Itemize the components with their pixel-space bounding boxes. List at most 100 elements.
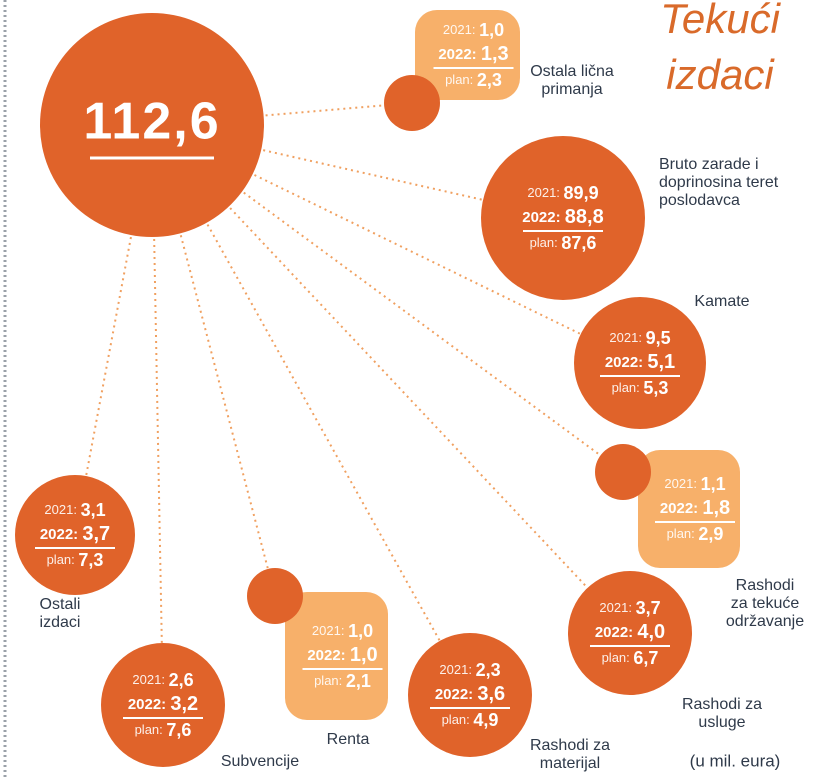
node-label: Bruto zarade i (659, 156, 759, 173)
row-label: 2021: (599, 600, 635, 615)
row-value: 1,0 (350, 644, 378, 666)
row: 2021: 1,1 (664, 474, 725, 494)
row-value: 3,7 (82, 523, 110, 545)
node: 2021: 2,6 2022: 3,2 plan: 7,6 Subvencije (101, 643, 299, 770)
node: 2021: 89,9 2022: 88,8 plan: 87,6 Bruto zara… (481, 136, 779, 300)
row: 2022: 88,8 (522, 206, 603, 228)
node-label: Rashodi (736, 577, 795, 594)
row: 2022: 1,8 (660, 497, 730, 519)
row-label: 2022: (660, 500, 703, 517)
row-label: 2021: (312, 623, 348, 638)
row-value: 3,6 (477, 683, 505, 705)
node-label: Rashodi za (682, 696, 762, 713)
link (151, 124, 631, 634)
row-label: 2021: (664, 476, 700, 491)
row-label: plan: (135, 722, 167, 737)
row-value: 2,1 (346, 671, 371, 691)
node-circle (408, 633, 532, 757)
node-dot (384, 75, 440, 131)
node-label: materijal (540, 755, 600, 772)
title-line: Tekući (660, 0, 782, 42)
row-label: plan: (314, 673, 346, 688)
node-box (638, 450, 740, 568)
node-dot (247, 568, 303, 624)
node-label: izdaci (40, 614, 81, 631)
row: 2022: 4,0 (595, 621, 665, 643)
node-dot (595, 444, 651, 500)
row: plan: 7,3 (47, 550, 104, 570)
row-label: plan: (530, 235, 562, 250)
row: plan: 5,3 (612, 378, 669, 398)
node-circle (574, 297, 706, 429)
node-box (285, 592, 388, 720)
row-label: 2022: (307, 647, 350, 664)
row-value: 3,2 (170, 693, 198, 715)
row-label: plan: (445, 72, 477, 87)
row-label: plan: (667, 526, 699, 541)
row-value: 3,1 (81, 500, 106, 520)
node: 2021: 3,7 2022: 4,0 plan: 6,7 Rashodi zausl… (568, 571, 762, 731)
row: 2022: 5,1 (605, 351, 675, 373)
row: 2022: 3,6 (435, 683, 505, 705)
row-value: 1,0 (348, 621, 373, 641)
row: 2021: 3,7 (599, 598, 660, 618)
row-label: 2021: (44, 502, 80, 517)
row-value: 2,9 (698, 524, 723, 544)
row: plan: 87,6 (530, 233, 597, 253)
node-circle (15, 475, 135, 595)
row-label: plan: (442, 712, 474, 727)
row-value: 7,3 (78, 550, 103, 570)
node-label: Subvencije (221, 753, 299, 770)
row: plan: 7,6 (135, 720, 192, 740)
row-label: 2022: (522, 209, 565, 226)
row-value: 89,9 (564, 183, 599, 203)
row-label: 2021: (443, 22, 479, 37)
row: 2021: 1,0 (443, 20, 504, 40)
node-label: usluge (698, 714, 745, 731)
row: 2021: 1,0 (312, 621, 373, 641)
row-label: 2021: (132, 672, 168, 687)
node-circle (101, 643, 225, 767)
row: 2021: 9,5 (609, 328, 670, 348)
row-label: 2022: (40, 526, 83, 543)
row-label: plan: (47, 552, 79, 567)
node-box (415, 10, 520, 100)
node-label: za tekuće (731, 595, 800, 612)
row-value: 7,6 (166, 720, 191, 740)
row-value: 1,1 (701, 474, 726, 494)
row-value: 4,0 (637, 621, 665, 643)
row-value: 2,6 (169, 670, 194, 690)
title-line: izdaci (666, 51, 775, 98)
row-value: 4,9 (473, 710, 498, 730)
row-label: 2021: (527, 185, 563, 200)
row: plan: 2,1 (314, 671, 371, 691)
node-label: Kamate (694, 293, 749, 310)
row-label: plan: (602, 650, 634, 665)
row-value: 6,7 (633, 648, 658, 668)
node-label: Rashodi za (530, 737, 610, 754)
total-value: 112,6 (83, 93, 220, 151)
row: 2021: 3,1 (44, 500, 105, 520)
row: 2022: 1,3 (438, 43, 508, 65)
row: 2021: 89,9 (527, 183, 598, 203)
node-label: primanja (541, 81, 602, 98)
unit-note: (u mil. eura) (690, 751, 781, 770)
row: plan: 2,3 (445, 70, 502, 90)
row-value: 2,3 (476, 660, 501, 680)
node-label: doprinosina teret (659, 174, 779, 191)
node-label: održavanje (726, 613, 804, 630)
row-value: 1,8 (702, 497, 730, 519)
total-circle (40, 13, 264, 237)
node-label: Renta (327, 731, 370, 748)
row-label: 2021: (439, 662, 475, 677)
link (151, 124, 564, 219)
row-label: 2022: (605, 354, 648, 371)
row-label: plan: (612, 380, 644, 395)
row: 2022: 3,2 (128, 693, 198, 715)
row-value: 1,3 (481, 43, 509, 65)
row-value: 9,5 (646, 328, 671, 348)
